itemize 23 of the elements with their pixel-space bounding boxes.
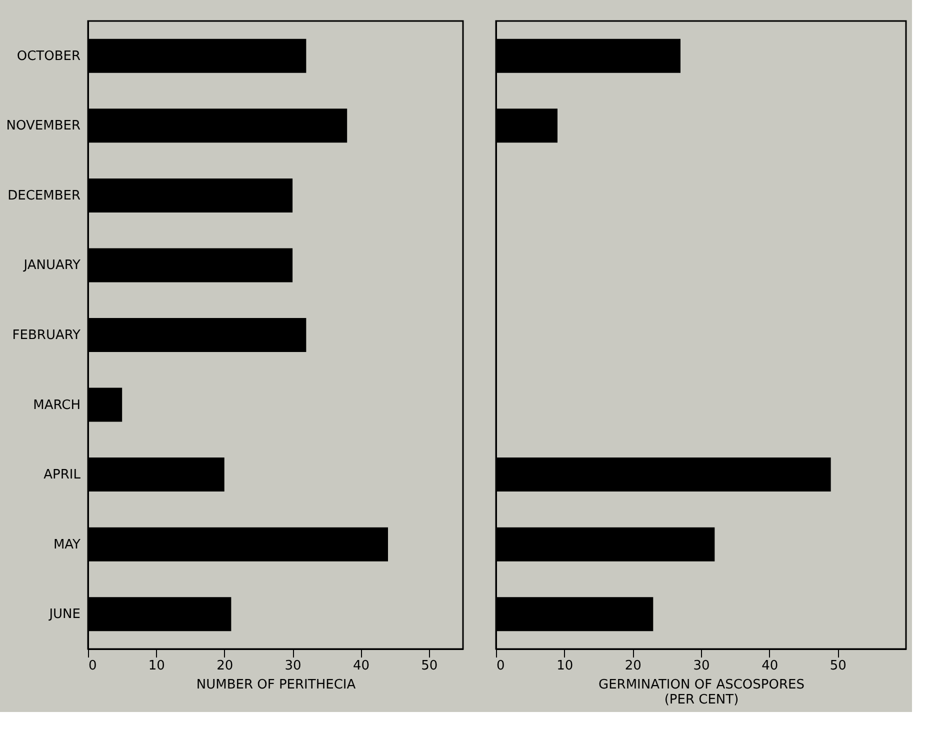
x-axis-title: NUMBER OF PERITHECIA <box>196 678 356 692</box>
x-tick-label: 0 <box>88 658 97 674</box>
x-tick-label: 20 <box>216 658 234 674</box>
y-tick-label: OCTOBER <box>16 48 80 64</box>
x-tick-label: 50 <box>830 658 846 674</box>
x-tick-label: 20 <box>624 658 642 674</box>
y-tick-label: JANUARY <box>22 258 81 274</box>
y-tick-label: JUNE <box>48 607 80 622</box>
x-axis-title: GERMINATION OF ASCOSPORES (PER CENT) <box>598 678 804 708</box>
y-tick-label: APRIL <box>44 468 82 483</box>
y-tick-label: MAY <box>53 537 81 552</box>
x-tick-label: 30 <box>693 658 710 674</box>
x-tick-label: 50 <box>421 658 438 674</box>
x-tick-label: 0 <box>496 658 505 674</box>
y-tick-label: MARCH <box>33 398 80 413</box>
x-tick-label: 10 <box>148 658 165 674</box>
y-tick-label: FEBRUARY <box>12 328 81 343</box>
x-tick-label: 30 <box>284 658 302 674</box>
x-tick-label: 40 <box>352 658 370 674</box>
x-tick-label: 40 <box>762 658 778 674</box>
y-tick-label: DECEMBER <box>8 188 80 204</box>
x-tick-label: 10 <box>556 658 574 674</box>
y-tick-label: NOVEMBER <box>6 118 80 134</box>
